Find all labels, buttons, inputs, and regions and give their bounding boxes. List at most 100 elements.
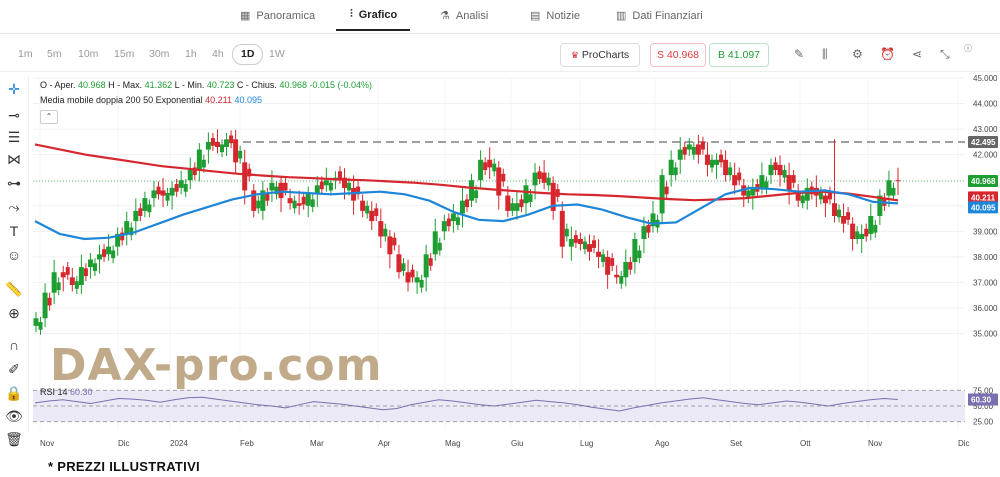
candle-down: [559, 210, 565, 247]
candle-down: [586, 244, 592, 252]
lock-icon[interactable]: 🔒: [5, 385, 23, 401]
collapse-legend-button[interactable]: ⌃: [40, 110, 58, 124]
timeframe-15m[interactable]: 15m: [114, 48, 135, 60]
settings-icon[interactable]: ⚙: [852, 47, 863, 61]
timeframe-5m[interactable]: 5m: [47, 48, 62, 60]
tab-analisi[interactable]: ⚗ Analisi: [440, 0, 488, 31]
draw-icon[interactable]: ✎: [794, 47, 805, 61]
candle-mid: [592, 240, 597, 248]
candle-mid: [147, 204, 152, 213]
timeframe-1m[interactable]: 1m: [18, 48, 33, 60]
close-value: 40.968: [279, 80, 307, 90]
candle-down: [795, 190, 801, 201]
procharts-button[interactable]: ♛ ProCharts: [560, 43, 640, 67]
zoom-icon[interactable]: ⊕: [8, 305, 20, 321]
magnet-icon[interactable]: ∩: [8, 337, 20, 353]
rsi-legend[interactable]: RSI 14 60.30: [40, 387, 93, 397]
tab-label: Grafico: [358, 8, 398, 21]
newspaper-icon: ▤: [530, 10, 541, 22]
timeframe-30m[interactable]: 30m: [149, 48, 170, 60]
ma200-value: 40.211: [205, 95, 232, 105]
brush-icon[interactable]: ⤳: [8, 199, 20, 215]
line-tool-icon[interactable]: ⊸: [8, 107, 20, 123]
buy-button[interactable]: B 41.097: [709, 43, 769, 67]
candle-down: [541, 172, 547, 183]
candle-up: [106, 246, 112, 255]
candle-up: [133, 210, 139, 222]
pattern-tool-icon[interactable]: ⋈: [7, 151, 21, 167]
rsi-value: 60.30: [70, 387, 93, 397]
candle-mid: [773, 162, 778, 170]
candle-mid: [174, 184, 179, 192]
trash-icon[interactable]: 🗑: [5, 431, 23, 447]
timeframe-1h[interactable]: 1h: [185, 48, 197, 60]
candle-up: [87, 259, 93, 268]
x-tick-label: Nov: [868, 439, 882, 448]
indicators-icon[interactable]: ⫼: [822, 47, 828, 61]
horizontal-lines-icon[interactable]: ☰: [7, 129, 21, 145]
candle-mid: [292, 200, 297, 209]
eye-icon[interactable]: 👁: [5, 408, 23, 424]
candle-mid: [310, 199, 315, 208]
crosshair-icon[interactable]: ✛: [8, 81, 20, 97]
candle-up: [478, 159, 484, 181]
price-chart[interactable]: 45.00044.00043.00042.00041.00040.00039.0…: [0, 0, 1000, 460]
y-tick-label: 44.000: [973, 100, 998, 109]
rsi-tick-label: 50.00: [973, 402, 994, 411]
y-tick-label: 39.000: [973, 227, 998, 236]
fullscreen-icon[interactable]: ⤡: [940, 47, 950, 61]
candle-mid: [501, 173, 506, 182]
tab-notizie[interactable]: ▤ Notizie: [530, 0, 580, 31]
flask-icon: ⚗: [440, 10, 450, 22]
candle-down: [396, 254, 402, 273]
tab-panoramica[interactable]: ▦ Panoramica: [240, 0, 315, 31]
open-value: 40.968: [78, 80, 106, 90]
rsi-panel: [33, 389, 965, 423]
candle-down: [496, 167, 502, 196]
candle-down: [850, 223, 856, 239]
candle-up: [459, 200, 465, 214]
candle-mid: [601, 254, 606, 262]
candle-mid: [138, 208, 143, 216]
candle-mid: [791, 175, 796, 183]
candle-mid: [628, 262, 633, 270]
candle-up: [205, 141, 211, 150]
top-navigation: ▦ Panoramica ⫶ Grafico ⚗ Analisi ▤ Notiz…: [0, 0, 1000, 34]
candle-up: [759, 175, 765, 188]
candle-mid: [437, 242, 442, 251]
info-icon[interactable]: ⓘ: [964, 44, 972, 53]
x-tick-label: Ott: [800, 439, 811, 448]
candle-down: [351, 187, 357, 201]
timeframe-1w[interactable]: 1W: [269, 48, 285, 60]
candle-up: [450, 213, 456, 222]
candle-up: [33, 318, 39, 326]
sell-button[interactable]: S 40.968: [650, 43, 706, 67]
share-icon[interactable]: ⋖: [912, 47, 923, 61]
text-tool-icon[interactable]: T: [9, 223, 19, 239]
pencil-lock-icon[interactable]: ✐: [8, 361, 20, 377]
tab-label: Analisi: [455, 9, 489, 22]
candle-down: [369, 210, 375, 222]
candle-down: [487, 159, 493, 168]
candle-up: [650, 213, 656, 227]
x-tick-label: Set: [730, 439, 743, 448]
ma-legend[interactable]: Media mobile doppia 200 50 Exponential 4…: [40, 95, 262, 105]
fibonacci-icon[interactable]: ⊶: [7, 175, 21, 191]
tab-grafico[interactable]: ⫶ Grafico: [336, 0, 410, 31]
candle-up: [514, 203, 520, 211]
timeframe-4h[interactable]: 4h: [212, 48, 224, 60]
candle-mid: [401, 263, 406, 271]
alert-icon[interactable]: ⏰: [880, 47, 895, 61]
candle-mid: [537, 171, 542, 179]
emoji-icon[interactable]: ☺: [6, 247, 22, 263]
candle-up: [423, 254, 429, 278]
disclaimer: * PREZZI ILLUSTRATIVI: [48, 459, 200, 474]
tab-dati-finanziari[interactable]: ▥ Dati Finanziari: [616, 0, 703, 31]
candle-down: [242, 162, 248, 191]
ruler-icon[interactable]: 📏: [5, 281, 23, 297]
timeframe-10m[interactable]: 10m: [78, 48, 99, 60]
candle-down: [342, 177, 348, 188]
price-tag: [968, 191, 998, 204]
y-tick-label: 42.000: [973, 151, 998, 160]
timeframe-1d[interactable]: 1D: [232, 44, 264, 65]
